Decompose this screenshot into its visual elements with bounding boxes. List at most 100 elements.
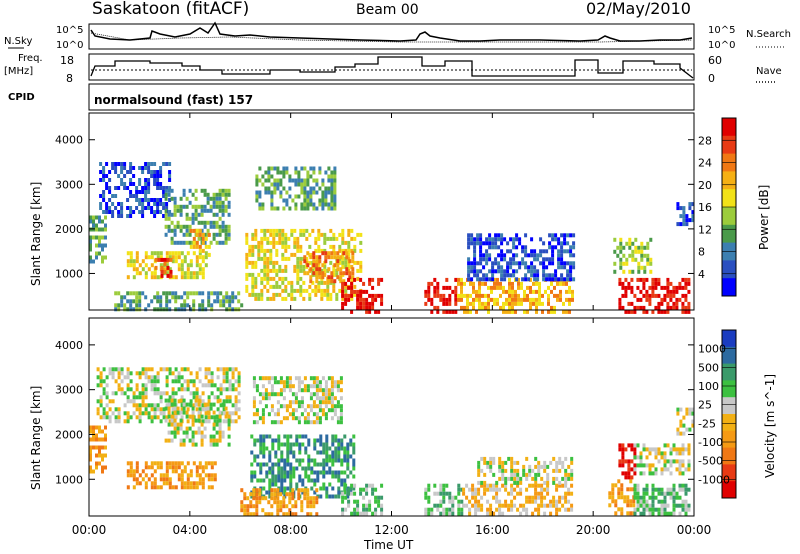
heatmap-cell — [524, 273, 528, 278]
heatmap-cell — [138, 178, 142, 182]
heatmap-cell — [156, 485, 160, 490]
heatmap-cell — [672, 305, 676, 310]
heatmap-cell — [198, 473, 202, 478]
heatmap-cell — [324, 416, 328, 421]
heatmap-cell — [224, 232, 228, 237]
heatmap-cell — [516, 468, 520, 473]
heatmap-cell — [482, 265, 486, 270]
power-data-layer — [89, 162, 695, 314]
heatmap-cell — [189, 291, 193, 296]
heatmap-cell — [234, 387, 238, 392]
heatmap-cell — [663, 503, 667, 508]
heatmap-cell — [204, 465, 208, 470]
heatmap-cell — [301, 442, 305, 447]
heatmap-cell — [192, 275, 196, 280]
heatmap-cell — [300, 388, 304, 393]
heatmap-cell — [326, 296, 330, 301]
heatmap-cell — [323, 280, 327, 285]
heatmap-cell — [489, 468, 493, 473]
heatmap-cell — [560, 273, 564, 278]
heatmap-cell — [174, 299, 178, 304]
heatmap-cell — [501, 483, 505, 488]
heatmap-cell — [463, 293, 466, 298]
heatmap-cell — [111, 367, 115, 372]
heatmap-cell — [317, 264, 321, 269]
heatmap-cell — [474, 503, 478, 508]
heatmap-cell — [344, 281, 348, 286]
heatmap-cell — [201, 469, 205, 474]
heatmap-cell — [182, 188, 186, 193]
heatmap-cell — [478, 301, 481, 306]
heatmap-cell — [669, 463, 673, 468]
heatmap-cell — [617, 495, 621, 500]
heatmap-cell — [374, 487, 378, 492]
heatmap-cell — [210, 415, 214, 420]
heatmap-cell — [556, 293, 559, 298]
heatmap-cell — [246, 512, 250, 517]
heatmap-cell — [303, 206, 307, 211]
heatmap-cell — [255, 500, 259, 505]
heatmap-cell — [225, 291, 229, 296]
heatmap-cell — [507, 491, 511, 496]
heatmap-cell — [324, 251, 328, 256]
heatmap-cell — [371, 491, 375, 496]
heatmap-cell — [227, 228, 231, 233]
heatmap-cell — [120, 206, 124, 210]
heatmap-cell — [564, 495, 568, 500]
heatmap-cell — [510, 460, 514, 465]
heatmap-cell — [206, 220, 210, 225]
heatmap-cell — [168, 267, 172, 272]
heatmap-cell — [170, 414, 174, 419]
heatmap-cell — [330, 206, 334, 211]
heatmap-cell — [529, 277, 532, 282]
heatmap-cell — [494, 233, 498, 238]
heatmap-cell — [186, 407, 190, 412]
heatmap-cell — [476, 273, 480, 278]
heatmap-cell — [359, 264, 363, 269]
heatmap-cell — [663, 293, 667, 298]
heatmap-cell — [439, 503, 443, 508]
heatmap-cell — [325, 470, 329, 475]
heatmap-cell — [300, 400, 304, 405]
heatmap-cell — [182, 410, 186, 415]
heatmap-cell — [269, 284, 273, 289]
heatmap-cell — [263, 276, 267, 281]
heatmap-cell — [495, 495, 499, 500]
heatmap-cell — [352, 434, 356, 439]
heatmap-cell — [197, 426, 201, 431]
heatmap-cell — [278, 268, 282, 273]
heatmap-cell — [240, 504, 244, 509]
heatmap-cell — [289, 478, 293, 483]
heatmap-cell — [274, 474, 278, 479]
heatmap-cell — [613, 249, 617, 254]
heatmap-cell — [176, 240, 180, 245]
heatmap-cell — [618, 297, 622, 302]
heatmap-cell — [682, 415, 686, 420]
heatmap-cell — [102, 166, 106, 170]
heatmap-cell — [343, 486, 347, 491]
heatmap-cell — [283, 434, 287, 439]
heatmap-cell — [338, 260, 342, 265]
heatmap-cell — [322, 462, 326, 467]
heatmap-cell — [356, 232, 360, 237]
heatmap-cell — [144, 251, 148, 256]
heatmap-cell — [276, 492, 280, 497]
heatmap-cell — [144, 403, 148, 408]
heatmap-cell — [645, 491, 649, 496]
heatmap-cell — [212, 200, 216, 205]
heatmap-cell — [436, 281, 440, 286]
heatmap-cell — [207, 291, 211, 296]
heatmap-cell — [303, 388, 307, 393]
heatmap-cell — [167, 216, 171, 221]
heatmap-cell — [488, 277, 492, 282]
heatmap-cell — [291, 504, 295, 509]
heatmap-cell — [89, 259, 92, 264]
heatmap-cell — [498, 511, 502, 516]
heatmap-cell — [234, 403, 238, 408]
heatmap-cell — [260, 248, 264, 253]
heatmap-cell — [497, 233, 501, 238]
heatmap-cell — [212, 220, 216, 225]
heatmap-cell — [279, 492, 283, 497]
heatmap-cell — [318, 404, 322, 409]
heatmap-cell — [477, 507, 481, 512]
